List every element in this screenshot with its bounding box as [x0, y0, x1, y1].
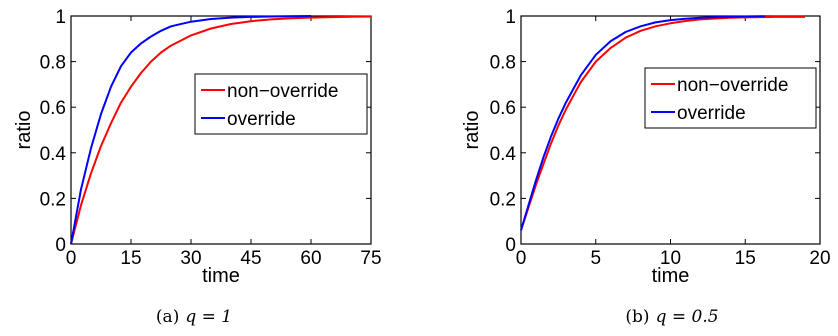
y-tick-label: 0.8 — [490, 53, 516, 74]
chart-panel-b: 0 5 10 15 20 0 0.2 0.4 0.6 0.8 1 time ratio non−overr… — [461, 7, 831, 327]
x-axis-title: time — [202, 265, 240, 287]
x-tick-label: 0 — [66, 248, 77, 269]
legend-box — [194, 73, 368, 135]
y-tick-label: 0.6 — [490, 98, 516, 119]
plot-frame — [520, 15, 821, 245]
x-tick-label: 10 — [660, 248, 681, 269]
x-tick-label: 45 — [240, 248, 261, 269]
caption: (a) q = 1 — [156, 307, 232, 327]
y-tick-label: 0.2 — [490, 189, 516, 210]
x-tick-label: 30 — [180, 248, 201, 269]
legend: non−override override — [194, 73, 368, 135]
y-axis-title: ratio — [461, 111, 483, 150]
plot-frame — [70, 15, 372, 245]
y-axis-title: ratio — [13, 111, 35, 150]
x-tick-label: 75 — [360, 248, 381, 269]
y-tick-label: 1 — [505, 7, 516, 28]
x-tick-label: 5 — [590, 248, 601, 269]
caption-label: (b) — [625, 307, 649, 327]
series-line-override — [520, 15, 765, 231]
x-tick-label: 15 — [120, 248, 141, 269]
legend-box — [644, 67, 817, 129]
y-tick-label: 0.4 — [490, 144, 517, 165]
y-tick-label: 0.8 — [40, 53, 66, 74]
y-tick-label: 0 — [55, 235, 66, 256]
caption-math: q = 1 — [185, 307, 232, 327]
legend: non−override override — [644, 67, 817, 129]
x-tick-label: 60 — [300, 248, 321, 269]
legend-label-non-override: non−override — [227, 81, 338, 102]
y-tick-label: 1 — [55, 7, 66, 28]
y-tick-label: 0.6 — [40, 98, 66, 119]
legend-label-override: override — [677, 103, 746, 124]
x-axis-title: time — [652, 265, 690, 287]
x-tick-label: 0 — [516, 248, 527, 269]
x-tick-label: 15 — [735, 248, 756, 269]
legend-label-non-override: non−override — [677, 75, 788, 96]
legend-label-override: override — [227, 109, 296, 130]
caption-label: (a) — [156, 307, 179, 327]
caption-math: q = 0.5 — [656, 307, 719, 327]
series-line-non-override — [70, 15, 372, 245]
y-tick-label: 0.2 — [40, 189, 66, 210]
y-tick-label: 0.4 — [40, 144, 67, 165]
caption: (b) q = 0.5 — [625, 307, 718, 327]
y-tick-label: 0 — [505, 235, 516, 256]
series-line-override — [70, 15, 312, 245]
x-tick-label: 20 — [809, 248, 830, 269]
chart-panel-a: 0 15 30 45 60 75 0 0.2 0.4 0.6 0.8 1 time ratio non−ov… — [13, 7, 382, 327]
